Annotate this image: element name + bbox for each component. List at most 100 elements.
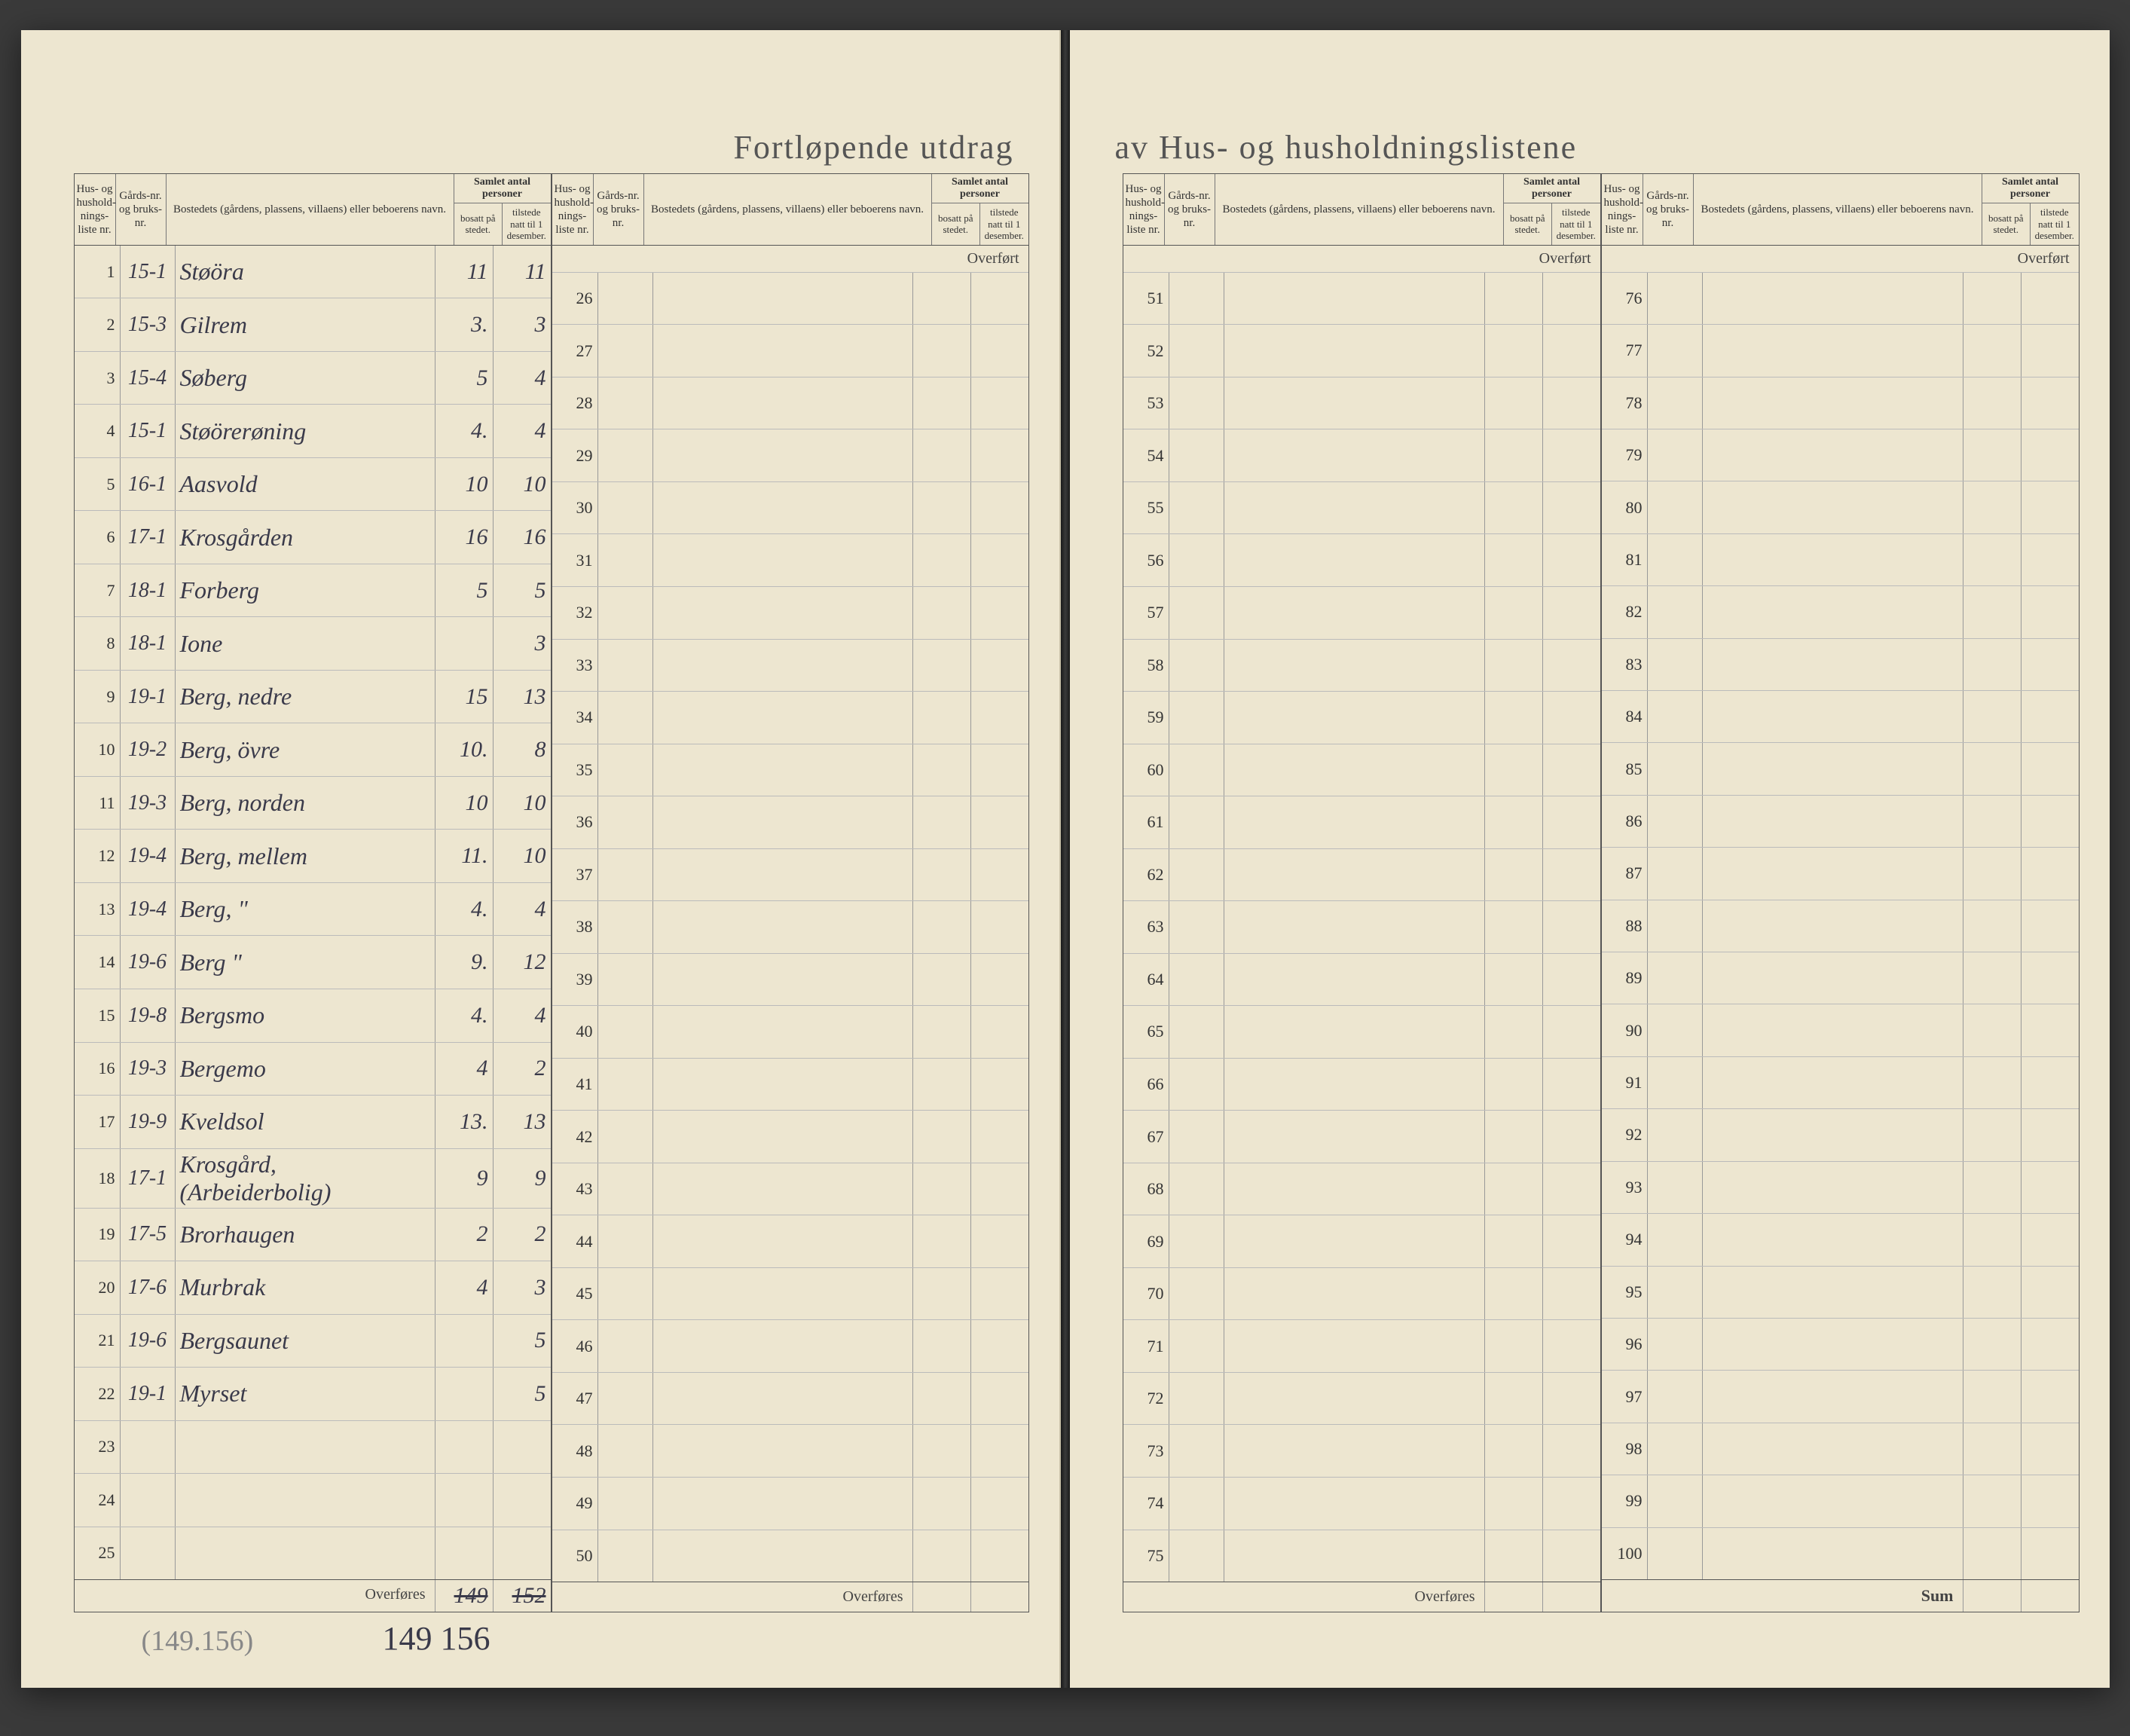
cell-liste: 50 bbox=[552, 1530, 598, 1582]
cell-liste: 29 bbox=[552, 429, 598, 481]
cell-liste: 68 bbox=[1123, 1163, 1169, 1215]
cell-bosatt bbox=[1485, 954, 1543, 1006]
cell-gard bbox=[1648, 1004, 1703, 1056]
cell-gard bbox=[1169, 1006, 1224, 1058]
table-row: 67 bbox=[1123, 1111, 1600, 1163]
cell-navn: Berg, mellem bbox=[176, 830, 435, 882]
th-navn: Bostedets (gårdens, plassens, villaens) … bbox=[167, 174, 454, 245]
table-row: 30 bbox=[552, 482, 1028, 535]
cell-bosatt bbox=[1963, 325, 2022, 376]
cell-gard bbox=[598, 901, 653, 953]
cell-navn bbox=[1224, 1059, 1485, 1111]
cell-gard bbox=[598, 744, 653, 796]
table-row: 97 bbox=[1602, 1371, 2079, 1423]
cell-liste: 49 bbox=[552, 1478, 598, 1530]
table-row: 84 bbox=[1602, 691, 2079, 743]
cell-tilstede bbox=[2022, 796, 2079, 847]
cell-gard bbox=[1648, 429, 1703, 481]
cell-navn bbox=[653, 1215, 913, 1267]
table-row: 43 bbox=[552, 1163, 1028, 1216]
cell-bosatt bbox=[913, 1320, 971, 1372]
cell-navn bbox=[1703, 377, 1963, 429]
cell-bosatt bbox=[913, 325, 971, 377]
table-row: 38 bbox=[552, 901, 1028, 954]
cell-gard bbox=[1169, 849, 1224, 901]
cell-gard bbox=[598, 1111, 653, 1163]
cell-bosatt bbox=[1963, 1319, 2022, 1370]
cell-tilstede bbox=[971, 692, 1028, 744]
cell-navn bbox=[1224, 429, 1485, 481]
cell-liste: 43 bbox=[552, 1163, 598, 1215]
cell-tilstede: 8 bbox=[494, 723, 551, 776]
cell-bosatt: 2 bbox=[435, 1209, 494, 1261]
cell-bosatt bbox=[1485, 901, 1543, 953]
cell-liste: 33 bbox=[552, 640, 598, 692]
cell-gard: 15-1 bbox=[121, 246, 176, 298]
table-row: 1219-4Berg, mellem11.10 bbox=[75, 830, 551, 883]
cell-bosatt bbox=[1963, 1475, 2022, 1527]
cell-gard bbox=[1169, 1268, 1224, 1320]
table-row: 61 bbox=[1123, 796, 1600, 849]
cell-liste: 79 bbox=[1602, 429, 1648, 481]
cell-gard bbox=[598, 640, 653, 692]
cell-gard: 19-9 bbox=[121, 1096, 176, 1148]
cell-bosatt bbox=[913, 1059, 971, 1111]
table-row: 1519-8Bergsmo4.4 bbox=[75, 989, 551, 1043]
cell-gard bbox=[598, 1268, 653, 1320]
cell-bosatt bbox=[1963, 534, 2022, 585]
table-row: 818-1Ione3 bbox=[75, 617, 551, 671]
table-row: 1319-4Berg, "4.4 bbox=[75, 883, 551, 937]
cell-gard bbox=[598, 849, 653, 901]
cell-liste: 52 bbox=[1123, 325, 1169, 377]
cell-tilstede: 10 bbox=[494, 830, 551, 882]
cell-gard: 18-1 bbox=[121, 564, 176, 617]
cell-liste: 81 bbox=[1602, 534, 1648, 585]
table-row: 40 bbox=[552, 1006, 1028, 1059]
table-row: 516-1Aasvold1010 bbox=[75, 458, 551, 512]
table-row: 80 bbox=[1602, 481, 2079, 533]
cell-navn: Kveldsol bbox=[176, 1096, 435, 1148]
cell-navn bbox=[1703, 1214, 1963, 1265]
cell-navn bbox=[1703, 1423, 1963, 1475]
cell-navn bbox=[653, 1059, 913, 1111]
cell-tilstede: 10 bbox=[494, 458, 551, 511]
cell-liste: 13 bbox=[75, 883, 121, 936]
cell-gard: 15-4 bbox=[121, 352, 176, 405]
cell-tilstede bbox=[1543, 1530, 1600, 1582]
cell-tilstede bbox=[1543, 587, 1600, 639]
cell-navn bbox=[653, 692, 913, 744]
cell-bosatt bbox=[1963, 377, 2022, 429]
table-row: 50 bbox=[552, 1530, 1028, 1582]
cell-tilstede bbox=[1543, 1163, 1600, 1215]
cell-liste: 26 bbox=[552, 273, 598, 325]
table-row: 63 bbox=[1123, 901, 1600, 954]
cell-liste: 97 bbox=[1602, 1371, 1648, 1422]
cell-bosatt bbox=[1963, 639, 2022, 690]
cell-navn bbox=[653, 744, 913, 796]
cell-liste: 8 bbox=[75, 617, 121, 670]
cell-navn bbox=[176, 1421, 435, 1474]
cell-gard bbox=[1648, 1057, 1703, 1108]
cell-navn: Berg, nedre bbox=[176, 671, 435, 723]
cell-liste: 96 bbox=[1602, 1319, 1648, 1370]
cell-tilstede bbox=[971, 273, 1028, 325]
right-page: av Hus- og husholdningslistene Hus- og h… bbox=[1070, 30, 2110, 1688]
cell-liste: 12 bbox=[75, 830, 121, 882]
table-row: 1419-6Berg "9.12 bbox=[75, 936, 551, 989]
table-row: 62 bbox=[1123, 849, 1600, 902]
table-row: 49 bbox=[552, 1478, 1028, 1530]
cell-bosatt bbox=[435, 1527, 494, 1580]
table-body-1: 115-1Støöra1111215-3Gilrem3.3315-4Søberg… bbox=[75, 246, 551, 1579]
cell-bosatt bbox=[1485, 744, 1543, 796]
cell-navn bbox=[653, 482, 913, 534]
table-row: 87 bbox=[1602, 848, 2079, 900]
cell-navn bbox=[1703, 325, 1963, 376]
cell-tilstede bbox=[2022, 952, 2079, 1004]
cell-liste: 80 bbox=[1602, 481, 1648, 533]
table-row: 74 bbox=[1123, 1478, 1600, 1530]
table-row: 76 bbox=[1602, 273, 2079, 325]
cell-gard bbox=[1169, 901, 1224, 953]
cell-bosatt bbox=[1963, 848, 2022, 899]
cell-navn bbox=[1224, 1425, 1485, 1477]
cell-tilstede bbox=[1543, 901, 1600, 953]
